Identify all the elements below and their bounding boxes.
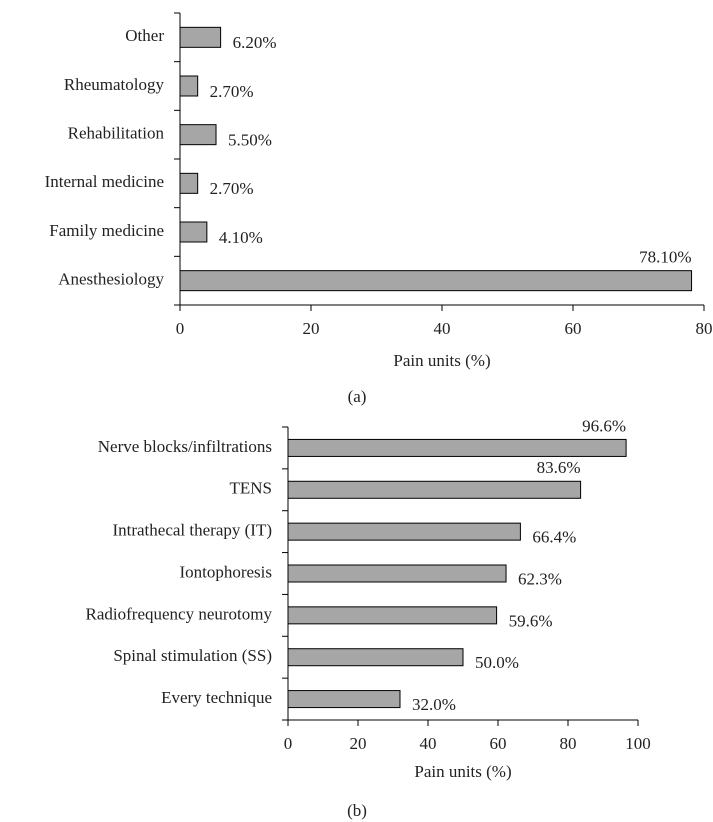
bar bbox=[287, 480, 582, 499]
y-tick-label: Internal medicine bbox=[45, 172, 164, 191]
x-tick-label: 0 bbox=[176, 319, 185, 338]
bar bbox=[287, 522, 521, 541]
bar bbox=[287, 690, 401, 709]
x-tick-label: 40 bbox=[420, 734, 437, 753]
value-label: 96.6% bbox=[582, 416, 626, 435]
x-tick-label: 100 bbox=[625, 734, 651, 753]
y-tick-label: Nerve blocks/infiltrations bbox=[98, 437, 272, 456]
value-label: 50.0% bbox=[475, 653, 519, 672]
y-tick-label: Family medicine bbox=[49, 221, 164, 240]
value-label: 6.20% bbox=[233, 33, 277, 52]
x-axis-label: Pain units (%) bbox=[414, 762, 511, 781]
bar bbox=[179, 221, 208, 243]
x-tick-label: 60 bbox=[490, 734, 507, 753]
value-label: 32.0% bbox=[412, 695, 456, 714]
value-label: 5.50% bbox=[228, 131, 272, 150]
y-tick-label: Intrathecal therapy (IT) bbox=[112, 521, 272, 540]
bar bbox=[287, 438, 627, 457]
x-tick-label: 80 bbox=[560, 734, 577, 753]
bar bbox=[179, 172, 199, 194]
bar bbox=[287, 606, 498, 625]
x-tick-label: 20 bbox=[303, 319, 320, 338]
bar bbox=[287, 648, 464, 667]
value-label: 2.70% bbox=[210, 179, 254, 198]
value-label: 4.10% bbox=[219, 228, 263, 247]
y-tick-label: TENS bbox=[230, 479, 273, 498]
value-label: 66.4% bbox=[532, 528, 576, 547]
value-label: 59.6% bbox=[509, 611, 553, 630]
x-tick-label: 20 bbox=[350, 734, 367, 753]
x-tick-label: 0 bbox=[284, 734, 293, 753]
value-label: 83.6% bbox=[537, 458, 581, 477]
bar bbox=[179, 26, 222, 48]
y-tick-label: Radiofrequency neurotomy bbox=[86, 604, 273, 623]
bar bbox=[179, 124, 217, 146]
x-tick-label: 80 bbox=[696, 319, 713, 338]
x-axis-label: Pain units (%) bbox=[393, 351, 490, 370]
y-tick-label: Rheumatology bbox=[64, 75, 165, 94]
value-label: 2.70% bbox=[210, 82, 254, 101]
bar bbox=[287, 564, 507, 583]
y-tick-label: Iontophoresis bbox=[179, 562, 272, 581]
y-tick-label: Anesthesiology bbox=[58, 270, 164, 289]
bar bbox=[179, 270, 693, 292]
x-tick-label: 40 bbox=[434, 319, 451, 338]
value-label: 78.10% bbox=[639, 248, 691, 267]
y-tick-label: Every technique bbox=[161, 688, 272, 707]
caption: (b) bbox=[347, 801, 367, 820]
bar bbox=[179, 75, 199, 97]
y-tick-label: Rehabilitation bbox=[68, 124, 165, 143]
caption: (a) bbox=[348, 387, 367, 406]
y-tick-label: Other bbox=[125, 26, 164, 45]
x-tick-label: 60 bbox=[565, 319, 582, 338]
value-label: 62.3% bbox=[518, 569, 562, 588]
y-tick-label: Spinal stimulation (SS) bbox=[113, 646, 272, 665]
